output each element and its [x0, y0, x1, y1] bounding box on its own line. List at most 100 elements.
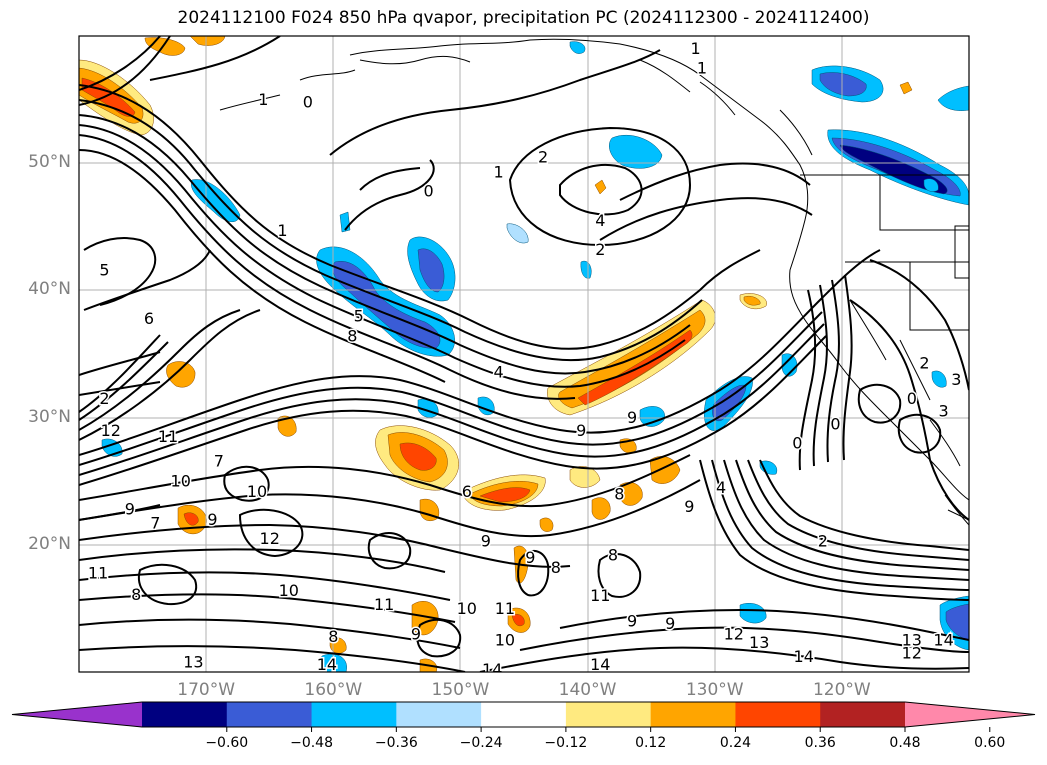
- contour-label: 9: [125, 500, 135, 519]
- lon-tick-label: 150°W: [431, 680, 490, 700]
- contour-label: 1: [258, 90, 268, 109]
- contour-label: 2: [99, 389, 109, 408]
- contour-label: 11: [158, 427, 178, 446]
- contour-label: 9: [627, 612, 637, 631]
- contour-label: 1: [493, 163, 503, 182]
- lon-tick-label: 120°W: [812, 680, 871, 700]
- contour-label: 10: [247, 482, 267, 501]
- contour-label: 14: [317, 655, 337, 674]
- contour-label: 14: [590, 655, 610, 674]
- colorbar-segment: [481, 702, 567, 727]
- colorbar-segment: [311, 702, 397, 727]
- contour-label: 8: [608, 545, 618, 564]
- colorbar-segment: [650, 702, 736, 727]
- contour-label: 11: [374, 595, 394, 614]
- contour-label: 9: [665, 614, 675, 633]
- contour-label: 0: [830, 414, 840, 433]
- contour-label: 9: [207, 510, 217, 529]
- contour-label: 11: [88, 563, 108, 582]
- contour-label: 2: [919, 353, 929, 372]
- contour-label: 9: [627, 408, 637, 427]
- contour-label: 1: [691, 39, 701, 58]
- contour-label: 7: [214, 451, 224, 470]
- contour-label: 2: [595, 240, 605, 259]
- contour-label: 10: [171, 472, 191, 491]
- contour-label: 7: [150, 514, 160, 533]
- lat-tick-label: 20°N: [28, 533, 71, 554]
- contour-label: 12: [101, 421, 121, 440]
- colorbar-tick-label: −0.24: [459, 735, 503, 751]
- contour-label: 14: [794, 647, 814, 666]
- contour-label: 1: [277, 221, 287, 240]
- contour-label: 8: [347, 327, 357, 346]
- lat-tick-label: 30°N: [28, 406, 71, 427]
- contour-label: 9: [684, 497, 694, 516]
- contour-label: 0: [792, 434, 802, 453]
- colorbar-extend-low: [12, 702, 142, 727]
- lat-tick-label: 50°N: [28, 152, 71, 173]
- coastline-layer: [219, 38, 969, 526]
- contour-label: 14: [482, 660, 502, 679]
- map-frame: [78, 35, 970, 673]
- lat-tick-label: 40°N: [28, 279, 71, 300]
- contour-label: 0: [424, 182, 434, 201]
- figure-title: 2024112100 F024 850 hPa qvapor, precipit…: [177, 8, 870, 28]
- contour-label: 8: [328, 627, 338, 646]
- contour-label: 4: [493, 362, 503, 381]
- colorbar-segment: [226, 702, 313, 727]
- contour-label: 8: [131, 585, 141, 604]
- contour-label: 6: [462, 482, 472, 501]
- contour-label: 12: [260, 529, 280, 548]
- contour-label: 0: [303, 93, 313, 112]
- colorbar-tick-label: 0.24: [719, 735, 752, 751]
- colorbar-segment: [142, 702, 228, 727]
- colorbar-segment: [396, 702, 482, 727]
- graticule: [79, 36, 969, 672]
- contour-label: 12: [902, 643, 922, 662]
- contour-label: 8: [551, 558, 561, 577]
- lon-tick-label: 170°W: [177, 680, 236, 700]
- contour-label: 9: [411, 624, 421, 643]
- contour-label: 6: [144, 309, 154, 328]
- contour-label: 11: [495, 599, 515, 618]
- contour-label: 2: [538, 147, 548, 166]
- colorbar-segment: [735, 702, 821, 727]
- contour-label: 2: [818, 531, 828, 550]
- colorbar-tick-label: −0.12: [544, 735, 588, 751]
- contour-label: 0: [907, 389, 917, 408]
- colorbar-segment: [565, 702, 652, 727]
- contour-label: 4: [595, 211, 605, 230]
- contour-label: 1: [697, 58, 707, 77]
- contour-label: 8: [614, 484, 624, 503]
- qvapor-contour-lines: [79, 36, 969, 672]
- colorbar-segment: [820, 702, 906, 727]
- contour-label: 11: [590, 586, 610, 605]
- contour-label: 10: [457, 599, 477, 618]
- lon-tick-label: 130°W: [685, 680, 744, 700]
- contour-label: 9: [576, 421, 586, 440]
- contour-label: 9: [525, 548, 535, 567]
- contour-label: 12: [724, 624, 744, 643]
- colorbar-tick-label: 0.60: [974, 735, 1006, 751]
- colorbar-tick-label: 0.12: [635, 735, 667, 751]
- lon-tick-label: 140°W: [558, 680, 617, 700]
- colorbar-tick-label: −0.48: [290, 735, 333, 751]
- contour-label: 14: [933, 631, 953, 650]
- colorbar-tick-label: −0.60: [205, 735, 249, 751]
- contour-label: 3: [938, 402, 948, 421]
- colorbar-tick-label: 0.48: [889, 735, 921, 751]
- colorbar-tick-label: 0.36: [804, 735, 836, 751]
- contour-label: 4: [716, 478, 726, 497]
- lon-tick-label: 160°W: [304, 680, 363, 700]
- contour-label: 10: [279, 581, 299, 600]
- contour-label: 9: [481, 531, 491, 550]
- contour-label: 5: [99, 261, 109, 280]
- contour-label: 5: [354, 306, 364, 325]
- contour-label: 10: [495, 631, 515, 650]
- contour-label: 13: [902, 631, 922, 650]
- negative-precip-band: [101, 41, 969, 672]
- contour-label: 3: [951, 370, 961, 389]
- colorbar-extend-high: [905, 702, 1035, 727]
